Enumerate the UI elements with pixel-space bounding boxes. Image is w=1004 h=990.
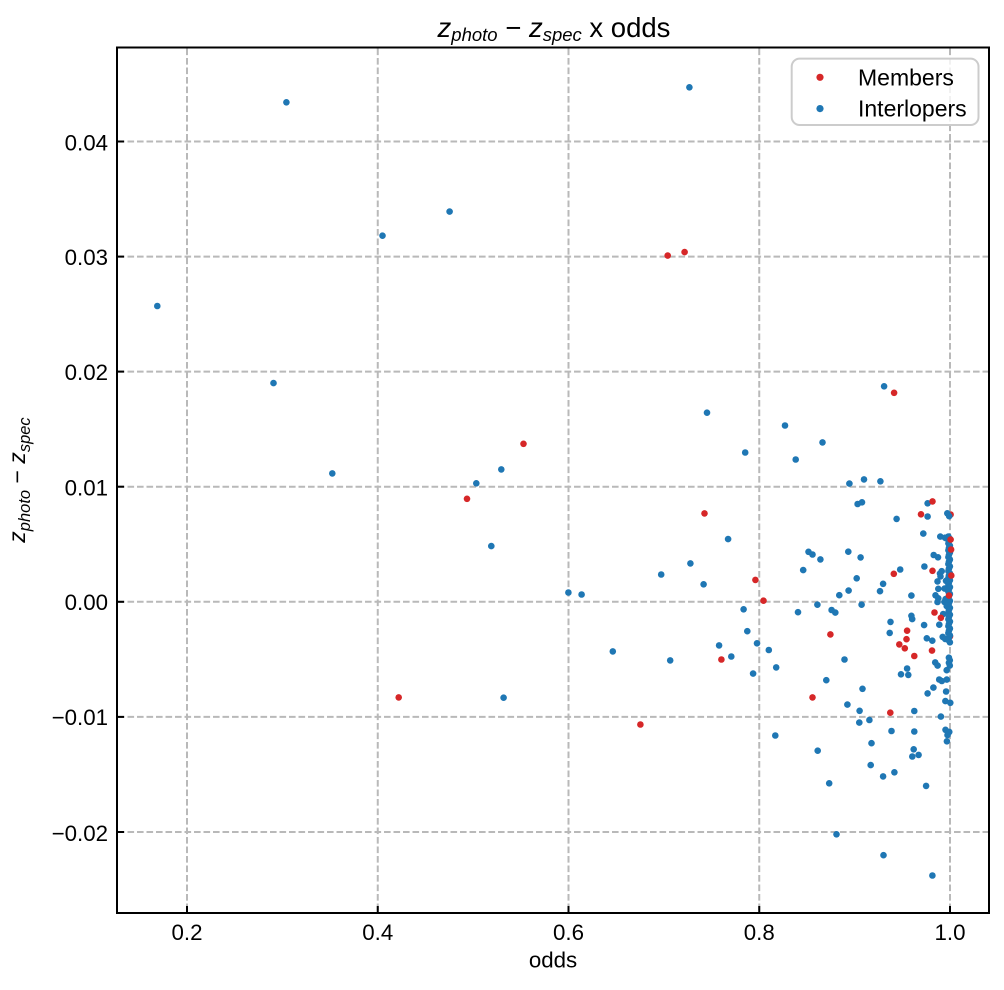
svg-text:zphoto − zspec x odds: zphoto − zspec x odds (437, 12, 671, 45)
svg-text:−0.01: −0.01 (52, 705, 108, 730)
svg-text:0.8: 0.8 (744, 920, 775, 945)
svg-text:0.6: 0.6 (553, 920, 584, 945)
svg-text:0.02: 0.02 (65, 360, 108, 385)
svg-text:0.00: 0.00 (65, 590, 108, 615)
svg-text:0.01: 0.01 (65, 476, 108, 501)
svg-text:0.04: 0.04 (65, 131, 108, 156)
svg-text:−0.02: −0.02 (52, 821, 108, 846)
svg-text:odds: odds (529, 948, 577, 973)
svg-text:0.4: 0.4 (362, 920, 393, 945)
svg-text:zphoto − zspec: zphoto − zspec (4, 417, 34, 544)
svg-text:1.0: 1.0 (935, 920, 966, 945)
svg-text:Interlopers: Interlopers (858, 96, 967, 122)
svg-text:0.03: 0.03 (65, 245, 108, 270)
svg-text:Members: Members (858, 64, 954, 90)
svg-text:0.2: 0.2 (172, 920, 203, 945)
